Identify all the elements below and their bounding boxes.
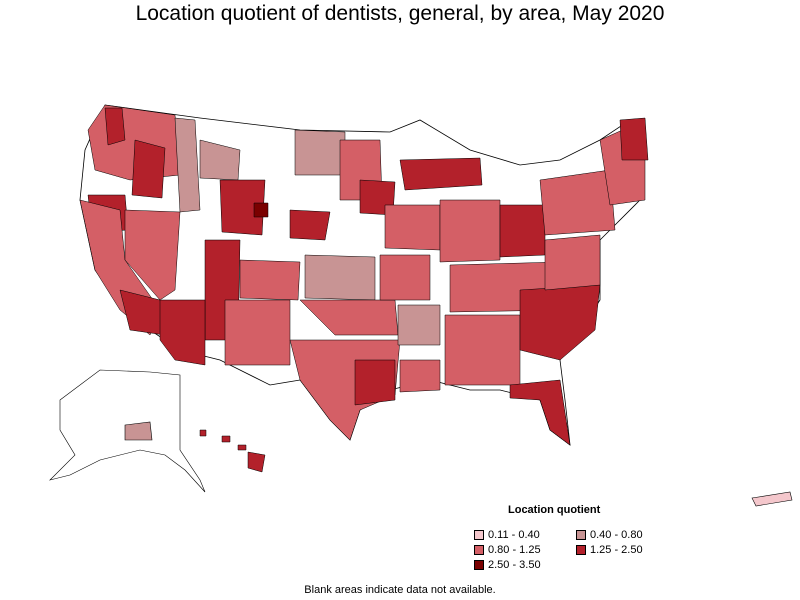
hawaii-island-3 <box>237 444 247 451</box>
puerto-rico <box>751 491 793 507</box>
hawaii-island-1 <box>199 429 207 437</box>
region-wyoming <box>219 179 266 236</box>
legend-swatch-2 <box>474 545 484 555</box>
region-maine <box>619 117 649 161</box>
region-wyoming-hotspot <box>253 202 269 218</box>
legend-swatch-1 <box>576 530 586 540</box>
map-regions <box>79 104 649 446</box>
region-georgia-carolinas <box>519 284 601 361</box>
region-louisiana <box>399 359 441 393</box>
region-eastern-wa <box>131 139 166 199</box>
legend-swatch-4 <box>474 560 484 570</box>
hawaii-big-island <box>247 451 266 473</box>
region-illinois-indiana <box>439 199 501 263</box>
region-michigan-north <box>399 157 483 191</box>
legend-item-4: 2.50 - 3.50 <box>474 559 541 571</box>
region-north-dakota <box>294 129 346 176</box>
legend-title: Location quotient <box>508 504 601 516</box>
region-seattle <box>104 107 126 146</box>
region-nevada <box>124 209 181 301</box>
alaska <box>49 369 206 493</box>
region-arkansas <box>397 304 441 346</box>
legend-label-2: 0.80 - 1.25 <box>488 544 541 556</box>
alaska-region <box>124 421 153 441</box>
legend-label-3: 1.25 - 2.50 <box>590 544 643 556</box>
legend-item-0: 0.11 - 0.40 <box>474 529 540 541</box>
map-title: Location quotient of dentists, general, … <box>135 2 665 25</box>
legend-label-1: 0.40 - 0.80 <box>590 529 643 541</box>
region-mississippi-alabama <box>444 314 521 386</box>
footnote: Blank areas indicate data not available. <box>304 584 496 596</box>
region-texas-east <box>354 359 396 406</box>
hawaii <box>199 429 266 473</box>
hawaii-island-2 <box>221 435 231 443</box>
region-kansas <box>304 254 376 301</box>
legend-item-1: 0.40 - 0.80 <box>576 529 643 541</box>
legend-item-2: 0.80 - 1.25 <box>474 544 541 556</box>
region-ohio <box>499 204 546 258</box>
region-missouri <box>379 254 431 301</box>
region-idaho <box>174 117 201 213</box>
legend-label-4: 2.50 - 3.50 <box>488 559 541 571</box>
region-colorado <box>239 259 301 301</box>
region-virginia <box>544 234 601 291</box>
legend-label-0: 0.11 - 0.40 <box>488 529 540 541</box>
region-arizona <box>159 299 206 366</box>
legend-swatch-0 <box>474 530 484 540</box>
region-nebraska <box>289 209 331 241</box>
region-new-mexico <box>224 299 291 366</box>
region-iowa <box>384 204 441 251</box>
legend-item-3: 1.25 - 2.50 <box>576 544 643 556</box>
legend-swatch-3 <box>576 545 586 555</box>
region-florida <box>509 379 571 446</box>
region-pennsylvania-ny <box>539 169 616 236</box>
